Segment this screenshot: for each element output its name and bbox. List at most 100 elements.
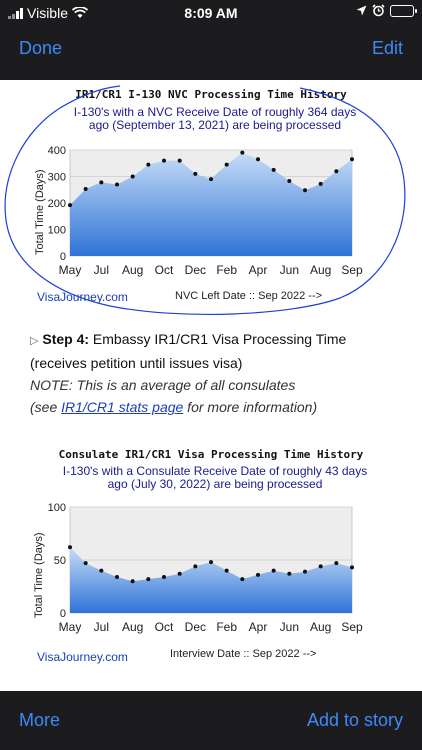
data-point (209, 560, 213, 565)
data-point (256, 157, 260, 162)
x-tick-label: May (59, 263, 82, 277)
battery-icon (390, 4, 417, 17)
x-tick-label: Aug (122, 263, 143, 277)
chart1-subtitle-line2: ago (September 13, 2021) are being proce… (88, 118, 342, 132)
data-point (334, 169, 339, 174)
chart2-title: Consulate IR1/CR1 Visa Processing Time H… (58, 448, 364, 461)
data-point (224, 162, 229, 167)
x-tick-label: Aug (122, 620, 143, 634)
x-tick-label: Oct (155, 620, 174, 634)
data-point (146, 577, 151, 582)
step-4-title: Embassy IR1/CR1 Visa Processing Time (89, 331, 347, 347)
y-tick-label: 400 (48, 145, 66, 157)
x-tick-label: Aug (310, 263, 331, 277)
step-4-heading: ▷ Step 4: Embassy IR1/CR1 Visa Processin… (30, 328, 410, 352)
data-point (99, 180, 104, 185)
x-tick-label: May (59, 620, 82, 634)
series-area (70, 547, 352, 613)
data-point (162, 574, 166, 579)
data-point (334, 561, 339, 566)
data-point (68, 203, 72, 208)
data-point (99, 568, 104, 573)
add-to-story-button[interactable]: Add to story (306, 710, 403, 730)
x-tick-label: Sep (341, 263, 363, 277)
stats-page-link[interactable]: IR1/CR1 stats page (61, 399, 184, 415)
data-point (303, 569, 307, 574)
step-4-prefix: Step 4: (42, 331, 90, 347)
data-point (68, 545, 72, 550)
x-tick-label: Oct (155, 263, 174, 277)
data-point (256, 572, 260, 577)
data-point (130, 579, 135, 584)
data-point (318, 564, 323, 569)
chart2-subtitle-line2: ago (July 30, 2022) are being processed (107, 477, 323, 491)
chart1-plot: 0 100 200 300 400 May Jul Aug Oct Dec Feb Apr Jun Aug… (48, 145, 363, 277)
chart2-plot: 0 50 100 May Jul Aug Oct Dec Feb Apr Jun Aug Sep (48, 502, 363, 634)
y-tick-label: 0 (60, 251, 66, 263)
data-point (193, 564, 198, 569)
data-point (287, 571, 292, 576)
chart2-source-label: VisaJourney.com (37, 650, 128, 664)
x-tick-label: Dec (185, 620, 206, 634)
y-tick-label: 100 (48, 502, 66, 514)
status-left: Visible (8, 5, 88, 21)
x-tick-label: Jul (94, 263, 109, 277)
step-4-see: (see IR1/CR1 stats page for more informa… (30, 396, 410, 418)
data-point (240, 150, 245, 155)
alarm-clock-icon (372, 4, 385, 17)
chart1-title: IR1/CR1 I-130 NVC Processing Time Histor… (75, 88, 347, 101)
see-prefix: (see (30, 399, 62, 415)
data-point (83, 561, 88, 566)
status-right (356, 4, 417, 17)
data-point (130, 174, 135, 179)
bottom-toolbar: More Add to story (0, 691, 422, 750)
x-tick-label: Aug (310, 620, 331, 634)
y-tick-label: 0 (60, 608, 66, 620)
done-button[interactable]: Done (19, 38, 63, 58)
data-point (209, 177, 213, 182)
y-tick-label: 300 (48, 172, 66, 184)
signal-bars-icon (8, 7, 23, 19)
data-point (224, 568, 229, 573)
y-tick-label: 50 (54, 555, 66, 567)
data-point (240, 577, 245, 582)
data-point (83, 186, 88, 191)
data-point (177, 158, 182, 163)
see-suffix: for more information) (183, 399, 318, 415)
step-4-note: NOTE: This is an average of all consulat… (30, 377, 296, 393)
x-tick-label: Dec (185, 263, 206, 277)
data-point (303, 188, 307, 193)
x-tick-label: Feb (216, 263, 237, 277)
edit-button[interactable]: Edit (371, 38, 403, 58)
data-point (271, 167, 276, 172)
x-tick-label: Apr (249, 620, 268, 634)
data-point (115, 182, 119, 187)
data-point (271, 568, 276, 573)
x-tick-label: Apr (249, 263, 268, 277)
chart2-footer-label: Interview Date :: Sep 2022 --> (170, 648, 317, 660)
y-tick-label: 200 (48, 198, 66, 210)
chart1-footer-label: NVC Left Date :: Sep 2022 --> (175, 290, 323, 302)
nav-bar: Done Edit (0, 26, 422, 80)
data-point (162, 158, 166, 163)
x-tick-label: Feb (216, 620, 237, 634)
chart2-subtitle-line1: I-130's with a Consulate Receive Date of… (62, 464, 368, 478)
data-point (350, 157, 354, 162)
step-4-block: ▷ Step 4: Embassy IR1/CR1 Visa Processin… (30, 328, 410, 418)
data-point (287, 179, 292, 184)
wifi-icon (72, 7, 88, 18)
y-tick-label: 100 (48, 225, 66, 237)
data-point (350, 565, 354, 570)
data-point (115, 574, 119, 579)
location-arrow-icon (356, 5, 367, 16)
carrier-label: Visible (27, 5, 68, 21)
x-tick-label: Sep (341, 620, 363, 634)
status-bar: Visible 8:09 AM (0, 0, 422, 26)
photo-content: IR1/CR1 I-130 NVC Processing Time Histor… (0, 80, 422, 691)
x-tick-label: Jul (94, 620, 109, 634)
more-button[interactable]: More (19, 710, 61, 730)
data-point (318, 181, 323, 186)
x-tick-label: Jun (280, 263, 299, 277)
step-4-paren: (receives petition until issues visa) (30, 355, 243, 371)
triangle-right-icon: ▷ (30, 335, 39, 347)
